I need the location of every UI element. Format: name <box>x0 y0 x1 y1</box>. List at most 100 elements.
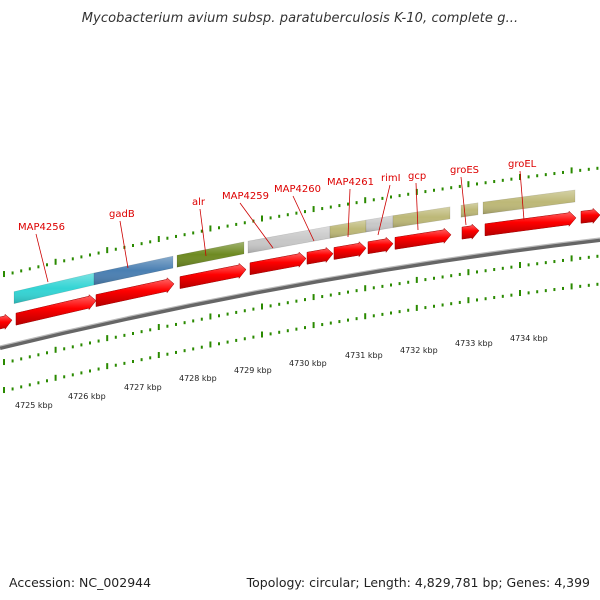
minor-tick <box>390 195 392 199</box>
minor-tick <box>527 175 530 179</box>
gene-leader-line <box>35 233 49 283</box>
minor-tick <box>80 371 83 375</box>
minor-tick <box>553 288 556 292</box>
minor-tick <box>97 339 100 343</box>
minor-tick <box>183 349 186 353</box>
cds-arrow[interactable] <box>249 251 307 276</box>
cds-arrow[interactable] <box>306 246 334 265</box>
minor-tick <box>200 317 203 321</box>
minor-tick <box>166 324 169 328</box>
minor-tick <box>97 251 100 255</box>
minor-tick <box>484 269 487 273</box>
major-tick <box>467 181 470 188</box>
major-tick <box>570 283 573 290</box>
gene-label[interactable]: rimI <box>381 173 401 184</box>
major-tick <box>467 269 470 276</box>
minor-tick <box>71 257 74 261</box>
minor-tick <box>226 312 229 316</box>
gene-label[interactable]: alr <box>192 197 206 208</box>
minor-tick <box>20 269 23 273</box>
minor-tick <box>71 345 74 349</box>
minor-tick <box>46 351 48 355</box>
gene-label[interactable]: gcp <box>408 171 426 182</box>
gene-leader-line <box>377 184 391 236</box>
gene-label[interactable]: MAP4259 <box>222 191 269 202</box>
minor-tick <box>536 290 539 294</box>
minor-tick <box>132 360 134 364</box>
minor-tick <box>286 301 289 305</box>
minor-tick <box>132 244 134 248</box>
minor-tick <box>20 357 23 361</box>
minor-tick <box>114 363 117 367</box>
gene-leader-line <box>292 195 315 242</box>
minor-tick <box>390 311 392 315</box>
minor-tick <box>493 180 496 184</box>
major-tick <box>54 374 57 381</box>
minor-tick <box>338 292 341 296</box>
gene-feature-shading <box>94 256 173 286</box>
cds-arrow[interactable] <box>179 262 247 289</box>
minor-tick <box>441 275 444 279</box>
minor-tick <box>286 329 289 333</box>
gene-label[interactable]: gadB <box>109 209 135 220</box>
cds-arrow[interactable] <box>580 207 600 225</box>
minor-tick <box>243 221 246 225</box>
minor-tick <box>149 240 152 244</box>
minor-tick <box>149 328 152 332</box>
minor-tick <box>140 242 143 246</box>
minor-tick <box>321 323 324 327</box>
minor-tick <box>458 184 461 188</box>
kbp-label: 4733 kbp <box>455 339 493 348</box>
minor-tick <box>89 253 91 257</box>
gene-feature-shading <box>483 189 575 215</box>
minor-tick <box>424 306 427 310</box>
minor-tick <box>553 172 556 176</box>
minor-tick <box>338 204 341 208</box>
minor-tick <box>71 373 74 377</box>
cds-arrow[interactable] <box>484 210 577 237</box>
minor-tick <box>295 211 298 215</box>
major-tick <box>157 352 160 359</box>
minor-tick <box>269 216 272 220</box>
minor-tick <box>149 356 152 360</box>
map-title: Mycobacterium avium subsp. paratuberculo… <box>81 11 519 26</box>
minor-tick <box>579 168 582 172</box>
major-tick <box>157 324 160 331</box>
minor-tick <box>536 174 539 178</box>
minor-tick <box>37 381 40 385</box>
minor-tick <box>372 314 375 318</box>
gene-leader-line <box>415 182 419 231</box>
minor-tick <box>441 303 444 307</box>
major-tick <box>3 271 5 278</box>
kbp-label: 4731 kbp <box>345 351 383 360</box>
gene-label[interactable]: MAP4260 <box>274 184 321 195</box>
gene-label[interactable]: MAP4256 <box>18 222 65 233</box>
minor-tick <box>304 298 306 302</box>
minor-tick <box>441 187 444 191</box>
gene-label[interactable]: groES <box>450 165 479 176</box>
minor-tick <box>381 284 384 288</box>
major-tick <box>261 303 263 310</box>
cds-arrow[interactable] <box>367 236 394 255</box>
major-tick <box>519 262 521 269</box>
major-tick <box>106 247 109 254</box>
minor-tick <box>321 207 324 211</box>
cds-arrow[interactable] <box>15 294 97 326</box>
cds-arrow[interactable] <box>333 241 367 260</box>
minor-tick <box>166 352 169 356</box>
cds-arrow[interactable] <box>394 227 452 250</box>
minor-tick <box>63 375 66 379</box>
cds-arrow[interactable] <box>95 277 175 307</box>
minor-tick <box>269 332 272 336</box>
kbp-label: 4729 kbp <box>234 366 272 375</box>
gene-label[interactable]: MAP4261 <box>327 177 374 188</box>
minor-tick <box>166 236 169 240</box>
gene-label[interactable]: groEL <box>508 159 537 170</box>
backbone-arc <box>0 238 600 350</box>
cds-arrow[interactable] <box>461 223 480 240</box>
minor-tick <box>235 222 238 226</box>
cds-arrow[interactable] <box>0 313 13 331</box>
minor-tick <box>235 310 238 314</box>
major-tick <box>54 258 57 265</box>
